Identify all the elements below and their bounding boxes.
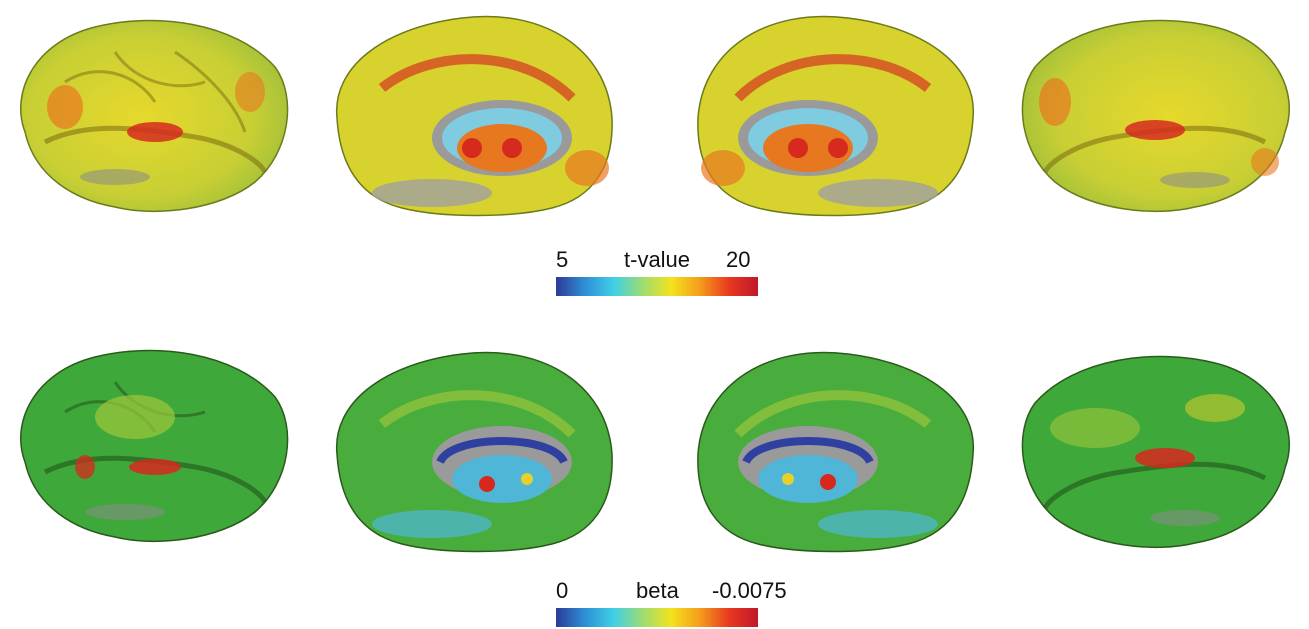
left-lateral-brain-beta — [20, 349, 289, 543]
colorbar-max-label-t: 20 — [726, 247, 751, 272]
right-medial-brain-beta — [697, 351, 974, 553]
colorbar-t — [556, 277, 758, 296]
colorbar-beta — [556, 608, 758, 627]
colorbar-title-beta: beta — [636, 578, 679, 603]
left-lateral-brain-t — [20, 19, 289, 213]
colorbar-max-label-beta: -0.0075 — [712, 578, 787, 603]
beta-panel: 0 beta -0.0075 — [0, 320, 1309, 629]
colorbar-min-label-beta: 0 — [556, 578, 569, 603]
right-lateral-brain-t — [1021, 19, 1290, 213]
left-medial-brain-beta — [336, 351, 613, 553]
right-lateral-brain-beta — [1021, 355, 1290, 549]
t-value-panel: 5 t-value 20 — [0, 0, 1309, 310]
right-medial-brain-t — [697, 15, 974, 217]
colorbar-title-t: t-value — [624, 247, 691, 272]
colorbar-min-label-t: 5 — [556, 247, 569, 272]
left-medial-brain-t — [336, 15, 613, 217]
